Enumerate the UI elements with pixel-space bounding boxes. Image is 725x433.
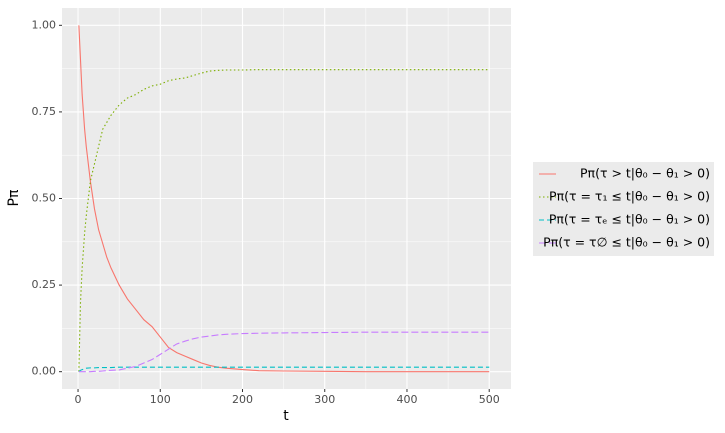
series-line xyxy=(78,366,490,373)
y-tick-label: 0.75 xyxy=(32,105,57,118)
x-axis-title: t xyxy=(283,408,289,424)
y-tick-label: 0.25 xyxy=(32,278,57,291)
legend-box xyxy=(533,162,714,256)
series-line xyxy=(78,331,490,373)
y-axis-title: Pπ xyxy=(6,189,22,206)
x-tick-label: 500 xyxy=(479,393,500,406)
legend-label: Pπ(τ = τₑ ≤ t|θ₀ − θ₁ > 0) xyxy=(549,212,710,227)
legend-label: Pπ(τ = τ₁ ≤ t|θ₀ − θ₁ > 0) xyxy=(549,189,710,204)
y-tick-label: 0.00 xyxy=(32,365,57,378)
x-tick-label: 400 xyxy=(396,393,417,406)
y-tick-label: 0.50 xyxy=(32,192,57,205)
legend-label: Pπ(τ = τ∅ ≤ t|θ₀ − θ₁ > 0) xyxy=(543,235,710,250)
x-tick-label: 300 xyxy=(314,393,335,406)
legend-label: Pπ(τ > t|θ₀ − θ₁ > 0) xyxy=(580,166,710,181)
series-line xyxy=(78,69,490,372)
x-tick-label: 100 xyxy=(150,393,171,406)
series-line xyxy=(78,25,490,373)
y-tick-label: 1.00 xyxy=(32,18,57,31)
x-tick-label: 0 xyxy=(75,393,82,406)
x-tick-label: 200 xyxy=(232,393,253,406)
